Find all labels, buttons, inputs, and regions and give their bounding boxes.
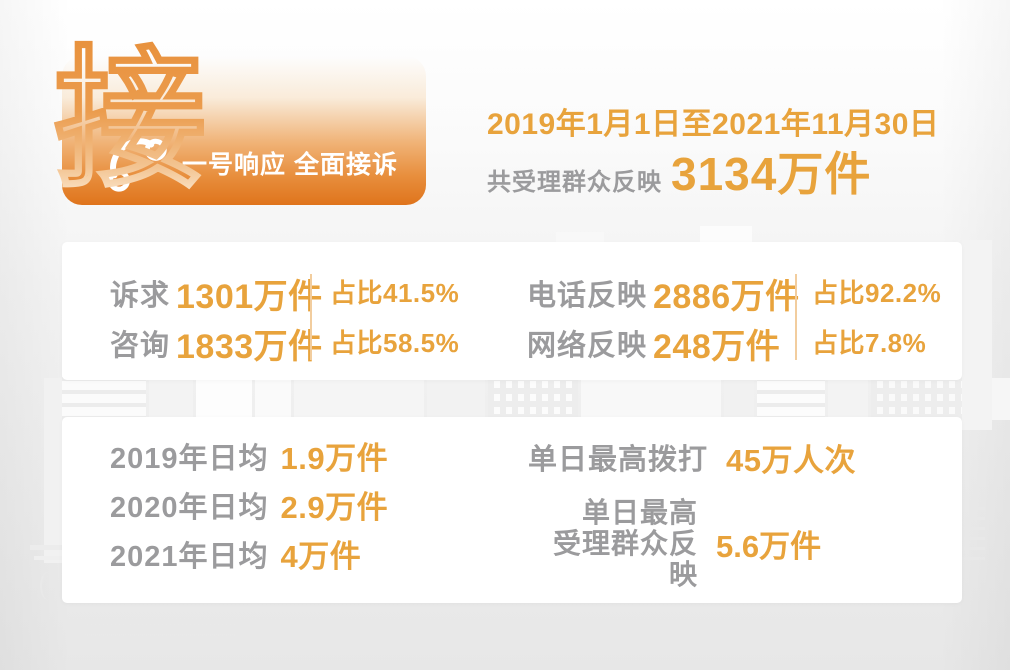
- stat-row-inquiries: 咨询 1833万件: [110, 318, 323, 368]
- peak-accept-row: 单日最高 受理群众反映 5.6万件: [528, 497, 821, 590]
- type-share-column: 占比41.5% 占比58.5%: [330, 268, 459, 368]
- stat-value: 2.9万件: [280, 490, 389, 525]
- background-building: [255, 372, 291, 420]
- hero-character-glyph: 接: [54, 35, 206, 205]
- background-building: [724, 372, 754, 420]
- type-rows: 诉求 1301万件 咨询 1833万件: [110, 268, 323, 368]
- divider: [795, 274, 797, 360]
- share-appeals: 占比41.5%: [330, 278, 460, 308]
- background-lines: [85, 612, 235, 636]
- peak-accept-label: 单日最高 受理群众反映: [528, 497, 698, 590]
- stat-row-2019: 2019年日均 1.9万件: [110, 431, 388, 480]
- background-building-edge: [44, 378, 62, 563]
- background-building: [871, 375, 971, 420]
- total-value: 3134万件: [671, 148, 872, 200]
- background-building: [62, 374, 146, 420]
- stat-label: 2020年日均: [110, 491, 269, 524]
- date-range: 2019年1月1日至2021年11月30日: [487, 108, 940, 141]
- divider: [310, 274, 312, 360]
- hero-character: 接: [53, 34, 208, 207]
- background-building: [488, 374, 578, 420]
- share-online: 占比7.8%: [812, 328, 927, 358]
- stat-value: 45万人次: [726, 442, 856, 478]
- stat-value: 1301万件: [176, 277, 323, 316]
- background-curve: [40, 572, 56, 600]
- stat-row-phone: 电话反映 2886万件: [527, 268, 800, 318]
- channel-rows: 电话反映 2886万件 网络反映 248万件: [527, 268, 800, 368]
- daily-card: 2019年日均 1.9万件 2020年日均 2.9万件 2021年日均 4万件 …: [62, 417, 962, 603]
- stat-row-appeals: 诉求 1301万件: [110, 268, 323, 318]
- total-label: 共受理群众反映: [487, 169, 662, 196]
- banner-slogan: 一号响应 全面接诉: [182, 151, 398, 179]
- peak-accept-label-line2: 受理群众反映: [552, 528, 698, 590]
- stat-row-2021: 2021年日均 4万件: [110, 529, 388, 578]
- stat-row-2020: 2020年日均 2.9万件: [110, 480, 388, 529]
- share-inquiries: 占比58.5%: [330, 328, 460, 358]
- stat-value: 4万件: [280, 539, 362, 574]
- background-building: [196, 376, 252, 420]
- hero-banner: 一号响应 全面接诉: [62, 56, 426, 205]
- stat-value: 248万件: [653, 327, 781, 366]
- total-row: 共受理群众反映 3134万件: [487, 150, 871, 198]
- share-phone: 占比92.2%: [812, 278, 942, 308]
- stat-label: 单日最高拨打: [528, 444, 709, 476]
- city-skyline: [62, 356, 1010, 420]
- stat-label: 网络反映: [527, 330, 648, 362]
- breakdown-card: 诉求 1301万件 咨询 1833万件 占比41.5% 占比58.5% 电话反映…: [62, 242, 962, 380]
- stat-value: 2886万件: [653, 277, 800, 316]
- stat-value: 1.9万件: [280, 441, 389, 476]
- peak-call-row: 单日最高拨打 45万人次: [528, 433, 856, 481]
- background-band: [34, 556, 74, 560]
- background-building: [757, 374, 825, 420]
- stat-label: 咨询: [110, 330, 171, 362]
- stat-label: 诉求: [110, 280, 171, 312]
- background-band: [30, 545, 74, 550]
- daily-average-rows: 2019年日均 1.9万件 2020年日均 2.9万件 2021年日均 4万件: [110, 431, 388, 578]
- stat-label: 2019年日均: [110, 442, 269, 475]
- background-building-edge: [962, 240, 992, 430]
- peak-accept-label-line1: 单日最高: [581, 497, 698, 528]
- stat-row-online: 网络反映 248万件: [527, 318, 800, 368]
- stat-value: 1833万件: [176, 327, 323, 366]
- peak-accept-value: 5.6万件: [716, 529, 822, 564]
- stat-label: 电话反映: [527, 280, 648, 312]
- channel-share-column: 占比92.2% 占比7.8%: [812, 268, 941, 368]
- phone-icon: [107, 138, 167, 192]
- stat-label: 2021年日均: [110, 540, 269, 573]
